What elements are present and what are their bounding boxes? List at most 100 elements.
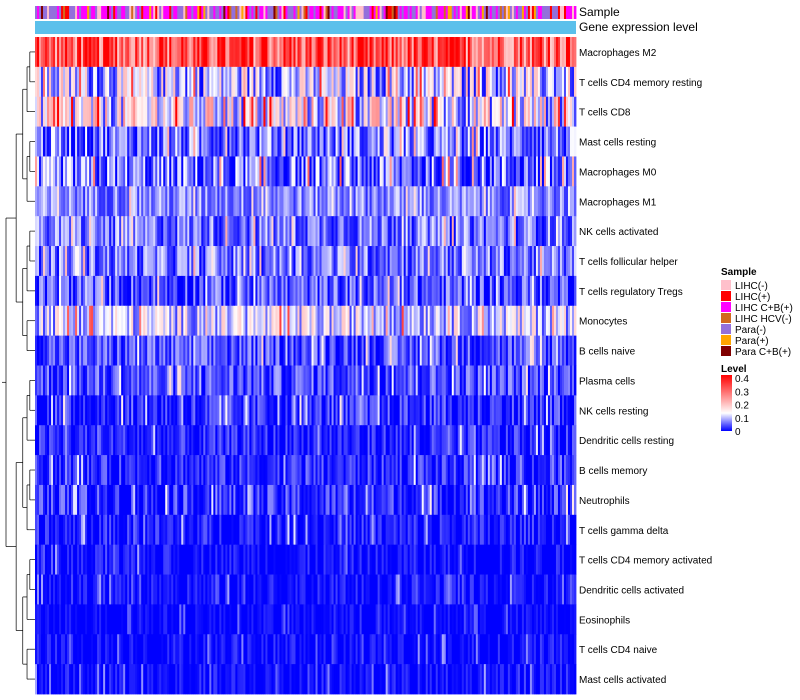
heatmap-cell [517,514,521,546]
heatmap-cell [533,365,537,396]
heatmap-cell [417,126,421,157]
heatmap-cell [357,246,360,277]
heatmap-cell [67,96,70,127]
heatmap-cell [223,365,226,396]
heatmap-cell [213,305,216,337]
heatmap-cell [335,246,338,277]
heatmap-cell [45,365,48,396]
heatmap-cell [173,395,176,426]
heatmap-cell [221,305,224,337]
heatmap-cell [81,126,84,157]
heatmap-cell [179,37,182,68]
heatmap-cell [421,66,425,98]
heatmap-cell [533,186,537,217]
heatmap-row [35,484,577,516]
heatmap-cell [195,395,198,426]
heatmap-cell [289,156,292,187]
heatmap-cell [325,37,328,68]
heatmap-cell [133,484,136,516]
heatmap-cell [487,186,491,217]
sample-annotation-cell [255,6,258,19]
heatmap-cell [283,126,286,157]
heatmap-cell [173,186,176,217]
heatmap-cell [129,425,132,456]
heatmap-cell [367,96,371,127]
heatmap-cell [439,484,443,516]
sample-annotation-cell [319,6,322,19]
heatmap-cell [511,395,515,426]
heatmap-cell [121,484,124,516]
heatmap-cell [313,305,316,337]
heatmap-cell [309,216,312,247]
heatmap-cell [363,186,367,217]
sample-annotation-cell [159,6,162,19]
heatmap-row [35,37,577,68]
heatmap-cell [97,425,100,456]
heatmap-cell [87,246,90,277]
heatmap-cell [343,96,346,127]
heatmap-cell [267,484,270,516]
sample-annotation-cell [237,6,240,19]
heatmap-cell [323,484,326,516]
heatmap-cell [187,514,190,546]
heatmap-cell [315,156,318,187]
heatmap-cell [449,246,453,277]
heatmap-cell [89,425,92,456]
heatmap-cell [481,395,485,426]
heatmap-cell [505,186,509,217]
heatmap-cell [173,246,176,277]
heatmap-cell [211,514,214,546]
heatmap-cell [573,156,577,187]
heatmap-cell [521,246,525,277]
heatmap-cell [245,335,248,366]
heatmap-cell [71,425,74,456]
heatmap-cell [95,514,98,546]
sample-annotation-cell [233,6,236,19]
heatmap-cell [47,156,50,187]
heatmap-cell [491,455,495,486]
heatmap-cell [289,365,292,396]
heatmap-cell [227,395,230,426]
heatmap-cell [241,484,244,516]
sample-annotation-cell [281,6,284,19]
heatmap-cell [127,425,130,456]
heatmap-cell [409,395,413,426]
sample-annotation-cell [227,6,230,19]
heatmap-cell [203,455,206,486]
heatmap-cell [429,66,433,98]
heatmap-cell [301,455,304,486]
heatmap-cell [549,246,553,277]
heatmap-cell [473,66,477,98]
heatmap-cell [441,246,445,277]
sample-annotation-cell [247,6,250,19]
heatmap-cell [483,514,487,546]
heatmap-cell [491,484,495,516]
heatmap-cell [131,514,134,546]
heatmap-cell [173,335,176,366]
heatmap-cell [451,335,455,366]
heatmap-cell [51,305,54,337]
heatmap-cell [529,37,533,68]
heatmap-cell [271,216,274,247]
heatmap-cell [425,365,429,396]
heatmap-cell [351,96,354,127]
heatmap-cell [387,216,391,247]
heatmap-cell [269,126,272,157]
heatmap-cell [387,126,391,157]
heatmap-cell [267,216,270,247]
heatmap-cell [243,186,246,217]
heatmap-cell [405,186,409,217]
heatmap-cell [65,37,68,68]
heatmap-cell [249,126,252,157]
heatmap-cell [543,96,547,127]
heatmap-cell [177,425,180,456]
heatmap-cell [103,365,106,396]
heatmap-cell [413,484,417,516]
heatmap-cell [377,275,381,307]
heatmap-cell [69,37,72,68]
heatmap-cell [315,275,318,307]
heatmap-cell [389,305,393,337]
heatmap-cell [119,425,122,456]
heatmap-cell [475,365,479,396]
heatmap-cell [107,335,110,366]
